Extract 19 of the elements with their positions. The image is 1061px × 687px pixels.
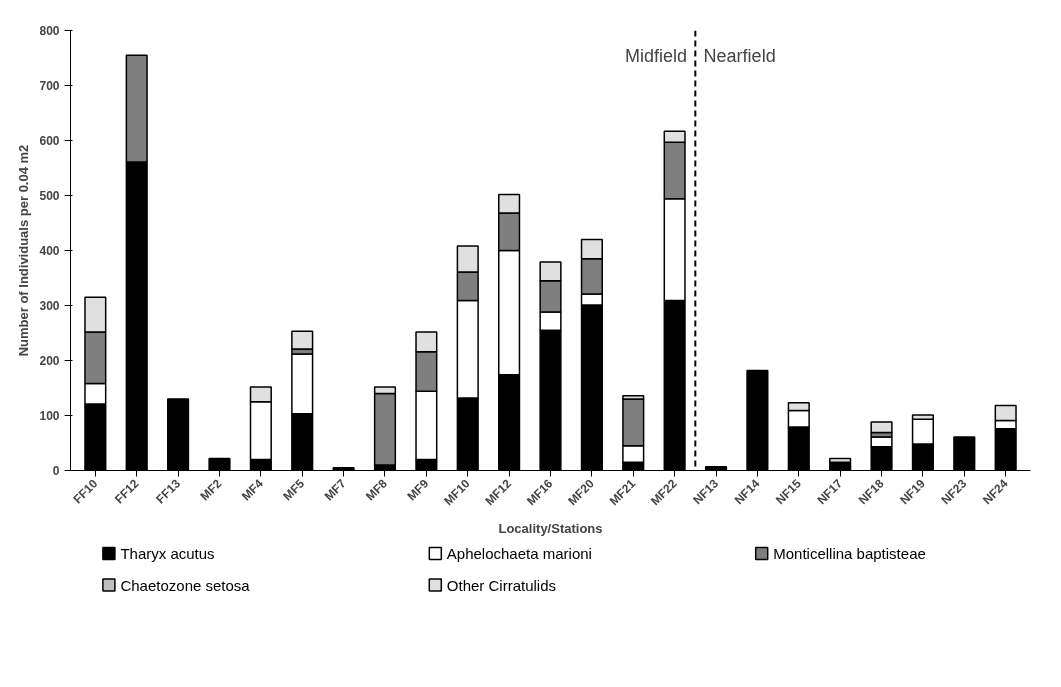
annotation: Midfield — [625, 45, 688, 66]
y-tick-label: 100 — [39, 409, 60, 423]
legend-label: Other Cirratulids — [446, 576, 557, 594]
legend-label: Monticellina baptisteae — [773, 545, 926, 562]
legend-label: Chaetozone setosa — [120, 576, 251, 594]
x-axis-title: Locality/Stations — [498, 521, 603, 537]
legend-label: Aphelochaeta marioni — [446, 545, 592, 562]
legend-label: Tharyx acutus — [120, 545, 215, 562]
y-tick-label: 400 — [39, 244, 60, 258]
y-tick-label: 700 — [39, 79, 60, 93]
y-tick-label: 0 — [52, 464, 60, 478]
y-tick-label: 200 — [39, 354, 60, 368]
y-axis-title: Number of Individuals per 0.04 m2 — [16, 144, 32, 357]
y-tick-label: 300 — [39, 299, 60, 313]
y-tick-label: 500 — [39, 189, 60, 203]
y-tick-label: 600 — [39, 134, 60, 148]
annotation: Nearfield — [703, 45, 776, 66]
bar — [870, 421, 893, 434]
y-tick-label: 800 — [39, 24, 60, 38]
